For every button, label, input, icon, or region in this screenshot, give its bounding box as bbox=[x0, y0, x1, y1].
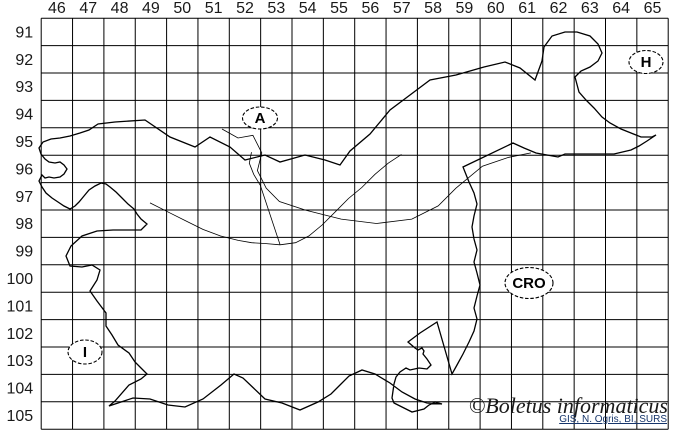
svg-text:98: 98 bbox=[15, 216, 33, 233]
svg-text:95: 95 bbox=[15, 134, 33, 151]
svg-text:102: 102 bbox=[6, 326, 33, 343]
svg-text:GIS, N. Ogris, BI, SURS: GIS, N. Ogris, BI, SURS bbox=[559, 414, 667, 425]
svg-text:I: I bbox=[83, 344, 87, 361]
svg-text:48: 48 bbox=[111, 0, 129, 17]
svg-text:94: 94 bbox=[15, 107, 33, 124]
svg-text:A: A bbox=[255, 110, 266, 127]
svg-text:97: 97 bbox=[15, 189, 33, 206]
svg-text:52: 52 bbox=[236, 0, 254, 17]
svg-text:60: 60 bbox=[487, 0, 505, 17]
svg-text:59: 59 bbox=[456, 0, 474, 17]
svg-text:58: 58 bbox=[424, 0, 442, 17]
svg-text:63: 63 bbox=[581, 0, 599, 17]
svg-text:54: 54 bbox=[299, 0, 317, 17]
svg-text:57: 57 bbox=[393, 0, 411, 17]
svg-text:65: 65 bbox=[644, 0, 662, 17]
svg-text:93: 93 bbox=[15, 79, 33, 96]
svg-text:49: 49 bbox=[142, 0, 160, 17]
svg-text:101: 101 bbox=[6, 298, 33, 315]
svg-text:47: 47 bbox=[79, 0, 97, 17]
svg-text:62: 62 bbox=[550, 0, 568, 17]
svg-text:99: 99 bbox=[15, 244, 33, 261]
svg-text:96: 96 bbox=[15, 161, 33, 178]
svg-text:53: 53 bbox=[267, 0, 285, 17]
svg-text:100: 100 bbox=[6, 271, 33, 288]
svg-text:61: 61 bbox=[518, 0, 536, 17]
svg-text:104: 104 bbox=[6, 381, 33, 398]
svg-text:105: 105 bbox=[6, 408, 33, 425]
svg-text:64: 64 bbox=[612, 0, 630, 17]
svg-text:103: 103 bbox=[6, 353, 33, 370]
svg-text:51: 51 bbox=[205, 0, 223, 17]
svg-text:50: 50 bbox=[173, 0, 191, 17]
svg-text:56: 56 bbox=[361, 0, 379, 17]
svg-text:55: 55 bbox=[330, 0, 348, 17]
svg-text:H: H bbox=[641, 54, 652, 71]
svg-text:CRO: CRO bbox=[512, 275, 546, 292]
svg-text:92: 92 bbox=[15, 52, 33, 69]
svg-text:91: 91 bbox=[15, 24, 33, 41]
svg-text:46: 46 bbox=[48, 0, 66, 17]
